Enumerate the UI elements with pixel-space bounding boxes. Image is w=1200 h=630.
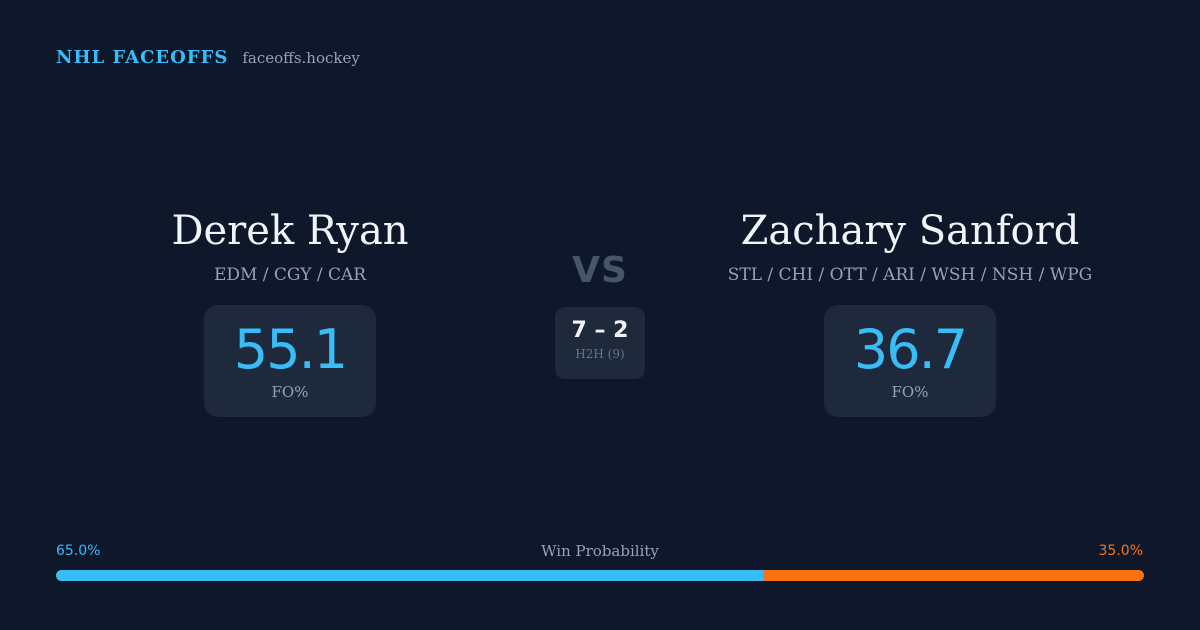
player-left-teams: EDM / CGY / CAR: [213, 265, 367, 285]
brand-name: NHL FACEOFFS: [56, 47, 229, 68]
win-probability-bar-right: [763, 570, 1144, 581]
player-left-faceoff-card: 55.1 FO%: [203, 305, 377, 417]
win-probability-bar-left: [56, 570, 764, 581]
player-right-panel: Zachary Sanford STL / CHI / OTT / ARI / …: [660, 205, 1160, 417]
player-left-faceoff-pct: 55.1: [233, 318, 348, 381]
win-probability-bar: [56, 570, 1144, 581]
player-right-faceoff-label: FO%: [891, 383, 929, 401]
player-left-name: Derek Ryan: [171, 208, 409, 254]
player-left-panel: Derek Ryan EDM / CGY / CAR 55.1 FO%: [90, 205, 490, 417]
win-probability-right-value: 35.0%: [1098, 543, 1143, 559]
versus-label: VS: [572, 250, 628, 291]
win-probability-title: Win Probability: [541, 542, 659, 560]
player-right-teams: STL / CHI / OTT / ARI / WSH / NSH / WPG: [727, 265, 1093, 285]
head-to-head-label: H2H (9): [575, 347, 625, 361]
player-right-name: Zachary Sanford: [740, 208, 1080, 254]
brand-header: NHL FACEOFFS faceoffs.hockey: [56, 47, 360, 68]
win-probability-left-value: 65.0%: [56, 543, 101, 559]
player-right-faceoff-card: 36.7 FO%: [823, 305, 997, 417]
player-right-faceoff-pct: 36.7: [853, 318, 968, 381]
head-to-head-score: 7 – 2: [571, 318, 629, 343]
brand-url[interactable]: faceoffs.hockey: [242, 49, 360, 67]
head-to-head-card: 7 – 2 H2H (9): [555, 307, 645, 379]
player-left-faceoff-label: FO%: [271, 383, 309, 401]
